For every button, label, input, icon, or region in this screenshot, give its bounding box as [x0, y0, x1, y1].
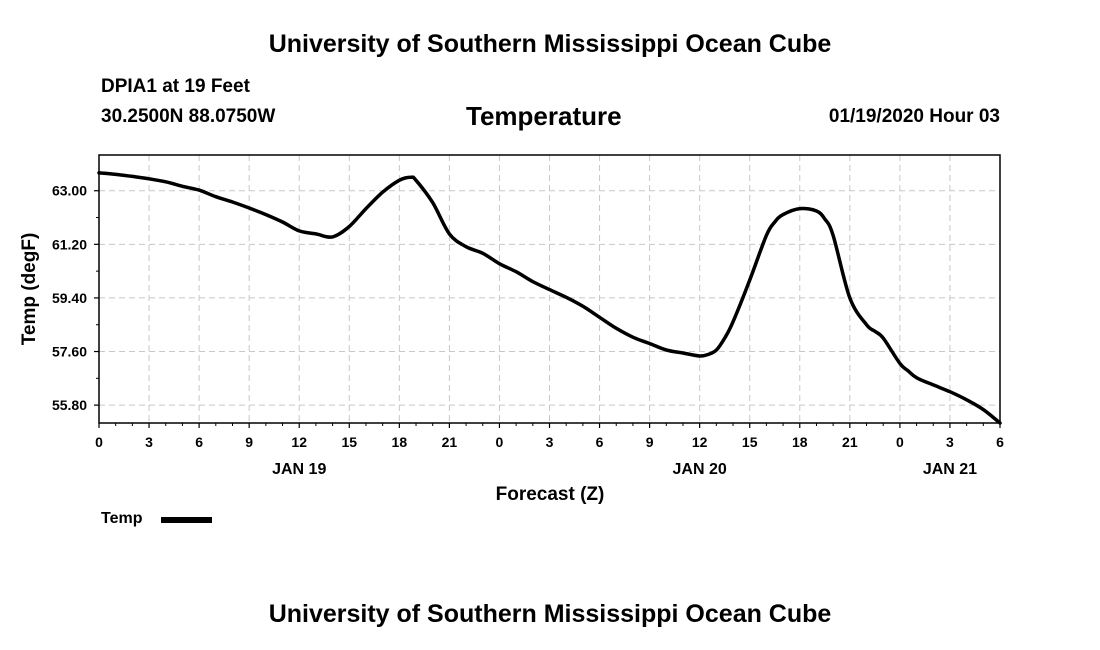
x-tick-label: 12 — [692, 434, 708, 450]
y-tick-label: 63.00 — [52, 183, 87, 199]
x-tick-label: 3 — [145, 434, 153, 450]
x-tick-label: 21 — [842, 434, 858, 450]
page-title-bottom: University of Southern Mississippi Ocean… — [268, 600, 832, 628]
x-tick-label: 18 — [792, 434, 808, 450]
grid-lines — [99, 155, 1000, 423]
x-tick-label: 18 — [392, 434, 408, 450]
axis-ticks: 0 3 6 9 12 15 18 21 0 3 6 9 12 15 18 21 0 3 6 JAN 19 JAN 20 J… — [52, 183, 1004, 478]
x-tick-label: 3 — [946, 434, 954, 450]
legend-label: Temp — [101, 510, 143, 527]
x-date-label: JAN 19 — [272, 461, 326, 478]
x-tick-label: 6 — [596, 434, 604, 450]
chart-title: Temperature — [466, 101, 622, 131]
x-tick-label: 12 — [291, 434, 307, 450]
y-axis-label: Temp (degF) — [19, 233, 40, 346]
x-tick-label: 6 — [996, 434, 1004, 450]
x-tick-label: 0 — [95, 434, 103, 450]
x-tick-label: 0 — [496, 434, 504, 450]
y-tick-label: 59.40 — [52, 290, 87, 306]
station-label: DPIA1 at 19 Feet — [101, 76, 250, 97]
station-coords: 30.2500N 88.0750W — [101, 106, 276, 127]
x-date-label: JAN 20 — [673, 461, 727, 478]
series-lines — [97, 171, 1002, 425]
x-tick-label: 15 — [341, 434, 357, 450]
x-tick-label: 15 — [742, 434, 758, 450]
forecast-datetime: 01/19/2020 Hour 03 — [828, 106, 1000, 127]
y-tick-label: 57.60 — [52, 344, 87, 360]
x-tick-label: 3 — [546, 434, 554, 450]
x-date-label: JAN 21 — [923, 461, 977, 478]
legend-swatch-temp — [161, 517, 212, 523]
x-tick-label: 9 — [245, 434, 253, 450]
y-tick-label: 55.80 — [52, 397, 87, 413]
x-axis-label: Forecast (Z) — [496, 484, 605, 505]
x-tick-label: 6 — [195, 434, 203, 450]
x-tick-label: 0 — [896, 434, 904, 450]
page-title-top: University of Southern Mississippi Ocean… — [268, 30, 832, 58]
x-tick-label: 9 — [646, 434, 654, 450]
x-tick-label: 21 — [442, 434, 458, 450]
y-tick-label: 61.20 — [52, 236, 87, 252]
series-line-temp — [97, 171, 1002, 425]
